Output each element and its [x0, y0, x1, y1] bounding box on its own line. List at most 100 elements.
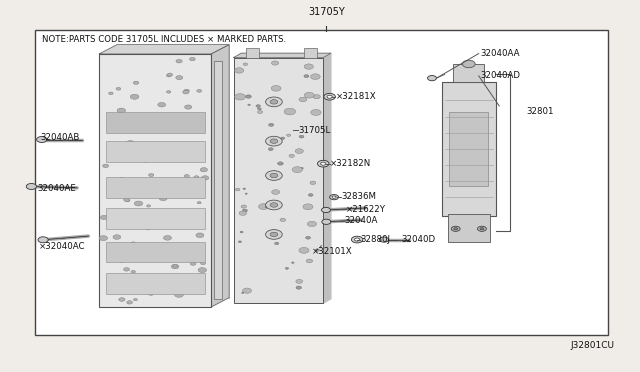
Text: ×32040AC: ×32040AC — [38, 242, 85, 251]
Circle shape — [113, 235, 121, 239]
Polygon shape — [323, 53, 331, 303]
Circle shape — [148, 219, 154, 222]
Text: 32880J: 32880J — [360, 235, 390, 244]
Circle shape — [115, 128, 121, 131]
Circle shape — [184, 89, 189, 92]
Circle shape — [36, 137, 47, 142]
Bar — [106, 112, 205, 133]
Circle shape — [296, 279, 303, 283]
Circle shape — [186, 248, 193, 253]
Circle shape — [152, 115, 159, 119]
Circle shape — [243, 288, 252, 293]
Circle shape — [299, 247, 309, 253]
Circle shape — [109, 92, 113, 94]
Circle shape — [176, 60, 182, 63]
Circle shape — [166, 74, 172, 77]
Circle shape — [351, 236, 363, 243]
Circle shape — [322, 219, 331, 224]
Circle shape — [102, 164, 109, 168]
Circle shape — [158, 102, 166, 107]
Circle shape — [271, 86, 281, 91]
Circle shape — [38, 237, 48, 243]
Circle shape — [451, 226, 460, 231]
Text: 32040D: 32040D — [401, 235, 435, 244]
Circle shape — [303, 204, 313, 210]
Circle shape — [304, 75, 309, 78]
Circle shape — [172, 264, 179, 269]
Text: ×32182N: ×32182N — [330, 159, 371, 168]
Circle shape — [138, 221, 145, 225]
Circle shape — [172, 121, 178, 124]
Bar — [304, 48, 317, 58]
Text: 32836M: 32836M — [342, 192, 377, 201]
Text: 32040AA: 32040AA — [480, 49, 520, 58]
Bar — [106, 141, 205, 162]
Circle shape — [157, 247, 164, 251]
Circle shape — [269, 124, 274, 126]
Circle shape — [152, 187, 157, 189]
Circle shape — [257, 110, 262, 113]
Circle shape — [330, 195, 339, 200]
Circle shape — [299, 135, 304, 138]
Circle shape — [454, 228, 458, 230]
Circle shape — [100, 215, 108, 219]
Circle shape — [268, 148, 273, 151]
Circle shape — [239, 211, 246, 215]
Circle shape — [275, 242, 279, 245]
Polygon shape — [234, 53, 331, 58]
Circle shape — [240, 231, 243, 233]
Circle shape — [308, 194, 313, 196]
Text: 32801: 32801 — [527, 107, 554, 116]
Circle shape — [259, 203, 269, 209]
Circle shape — [299, 97, 307, 102]
Circle shape — [145, 182, 152, 186]
Circle shape — [428, 76, 436, 81]
Circle shape — [122, 247, 131, 252]
Circle shape — [243, 209, 247, 212]
Circle shape — [234, 68, 244, 73]
Circle shape — [241, 205, 246, 208]
Circle shape — [126, 141, 134, 145]
Circle shape — [313, 94, 321, 99]
Circle shape — [194, 176, 199, 179]
Circle shape — [184, 188, 191, 193]
Circle shape — [133, 298, 138, 301]
Circle shape — [248, 104, 250, 106]
Circle shape — [462, 60, 475, 68]
Circle shape — [131, 242, 136, 245]
Circle shape — [125, 199, 130, 202]
Circle shape — [168, 189, 174, 192]
Bar — [246, 48, 259, 58]
Circle shape — [197, 202, 201, 204]
Circle shape — [131, 270, 136, 273]
Circle shape — [157, 118, 163, 121]
Bar — [99, 54, 211, 307]
Circle shape — [148, 148, 156, 153]
Circle shape — [306, 259, 312, 263]
Circle shape — [306, 236, 310, 239]
Circle shape — [321, 208, 330, 213]
Circle shape — [243, 188, 246, 189]
Circle shape — [270, 173, 278, 178]
Circle shape — [190, 262, 196, 265]
Circle shape — [295, 149, 303, 154]
Circle shape — [124, 198, 130, 201]
Circle shape — [163, 235, 172, 240]
Circle shape — [245, 193, 247, 194]
Circle shape — [238, 241, 241, 243]
Circle shape — [265, 206, 268, 208]
Circle shape — [270, 100, 278, 104]
Circle shape — [324, 93, 335, 100]
Circle shape — [196, 233, 204, 238]
Circle shape — [200, 262, 205, 265]
Bar — [234, 58, 323, 303]
Circle shape — [130, 94, 139, 99]
Circle shape — [270, 203, 278, 207]
Circle shape — [292, 167, 303, 173]
Circle shape — [173, 264, 177, 267]
Circle shape — [119, 298, 125, 301]
Text: ×32101X: ×32101X — [312, 247, 352, 256]
Circle shape — [278, 162, 284, 165]
Circle shape — [124, 267, 129, 271]
Circle shape — [175, 292, 184, 297]
